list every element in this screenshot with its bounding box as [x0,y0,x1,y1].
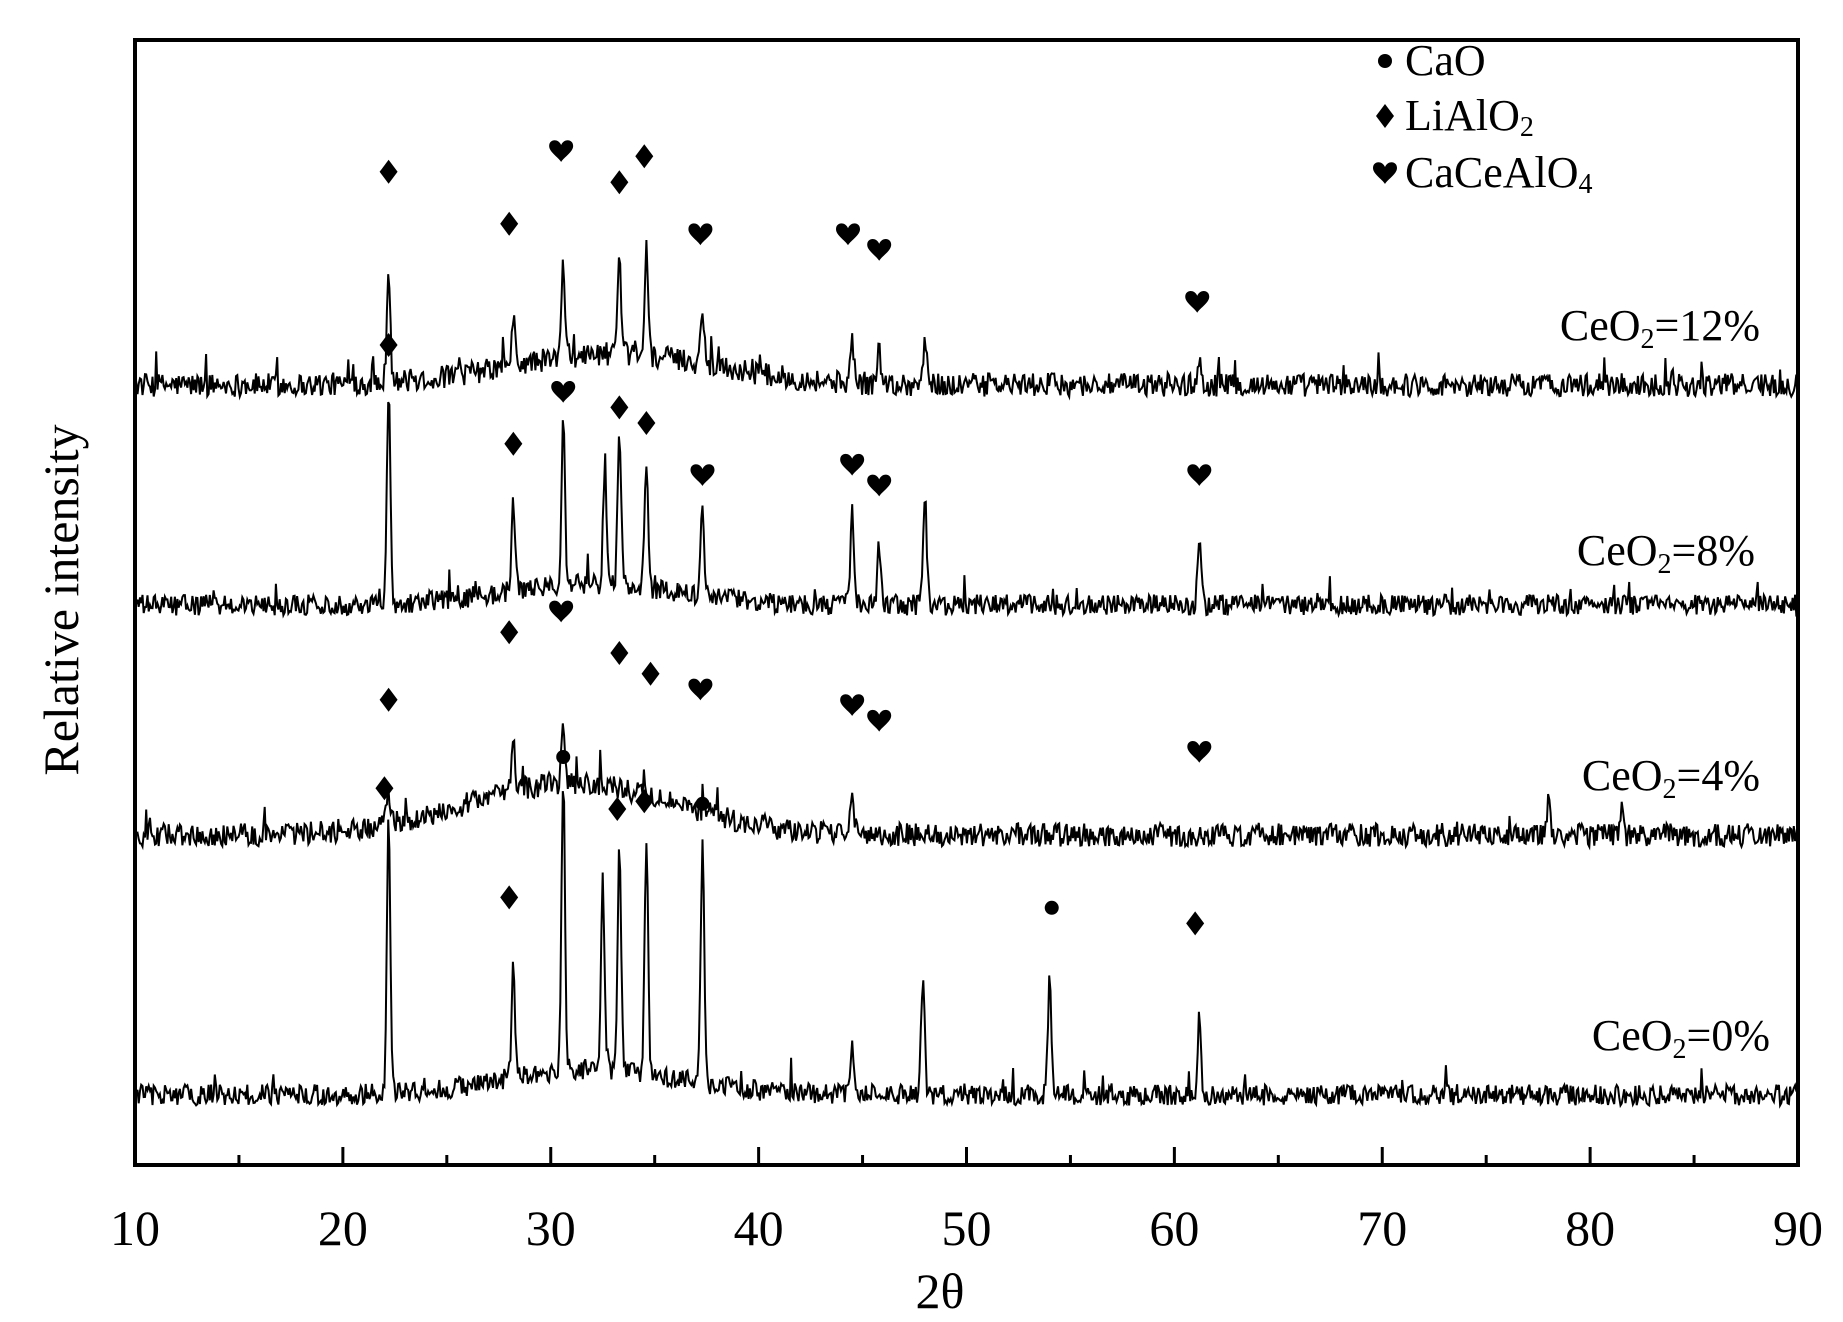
x-tick-label-90: 90 [1773,1200,1823,1256]
peak-marker-circle-4-7 [1044,900,1059,915]
peak-marker-heart-3-6 [688,678,713,701]
y-axis-title: Relative intensity [33,424,89,775]
peak-marker-heart-2-6 [690,464,715,486]
peak-marker-circle-4-6 [695,796,710,811]
series-labels: CeO2=12% CeO2=8% CeO2=4% CeO2=0% [1560,301,1770,1065]
peak-marker-heart-1-8 [867,239,892,261]
peak-marker-heart-3-8 [867,709,892,732]
series-line-4 [134,790,1799,1109]
series-line-1 [134,239,1799,401]
peak-marker-diamond-4-5 [635,789,654,814]
x-tick-label-50: 50 [942,1200,992,1256]
peak-marker-diamond-2-1 [379,333,398,357]
x-tick-label-80: 80 [1565,1200,1615,1256]
peak-marker-heart-3-7 [840,694,865,716]
series-label-4: CeO2=0% [1592,1011,1770,1065]
peak-marker-diamond-3-2 [500,620,519,645]
peak-marker-circle-4-3 [556,750,571,764]
peak-marker-diamond-3-5 [641,661,660,686]
peak-marker-diamond-4-8 [1186,911,1205,936]
x-tick-label-20: 20 [318,1200,368,1256]
peak-marker-diamond-1-1 [379,159,398,184]
peak-marker-diamond-3-4 [610,641,629,665]
legend-label-2: LiAlO2 [1405,91,1534,143]
series-line-3 [134,723,1799,851]
x-tick-label-40: 40 [734,1200,784,1256]
peak-marker-heart-3-3 [549,600,574,623]
series-label-2: CeO2=8% [1577,526,1755,580]
peak-marker-diamond-1-2 [500,211,519,236]
legend-label-3: CaCeAlO4 [1405,148,1593,200]
series-label-1: CeO2=12% [1560,301,1760,355]
peak-marker-diamond-4-2 [500,885,519,910]
legend-label-1: CaO [1405,36,1486,85]
series-label-3: CeO2=4% [1582,751,1760,805]
series-traces [134,239,1799,1109]
x-axis-title: 2θ [916,1263,965,1319]
peak-markers [375,140,1212,936]
x-tick-label-10: 10 [110,1200,160,1256]
peak-marker-heart-1-6 [688,223,713,246]
series-line-2 [134,401,1799,619]
peak-marker-heart-1-7 [836,223,861,246]
peak-marker-heart-1-3 [549,140,574,162]
legend-marker-circle [1378,54,1392,68]
legend-marker-diamond [1376,104,1394,128]
peak-marker-diamond-2-2 [504,431,523,456]
peak-marker-heart-2-9 [1187,464,1212,486]
x-tick-label-70: 70 [1357,1200,1407,1256]
peak-marker-heart-2-7 [840,453,865,476]
peak-marker-diamond-4-1 [375,776,394,801]
peak-marker-heart-2-3 [551,381,576,403]
peak-marker-diamond-4-4 [608,797,627,821]
legend-marker-heart [1373,162,1397,184]
peak-marker-heart-2-8 [867,474,892,497]
peak-marker-diamond-1-4 [610,170,629,195]
peak-marker-diamond-3-1 [379,687,398,712]
peak-marker-heart-1-9 [1185,291,1210,313]
peak-marker-diamond-2-5 [637,411,656,435]
x-axis-ticks: 10 20 30 40 50 60 70 80 90 [110,1147,1823,1256]
x-tick-label-30: 30 [526,1200,576,1256]
x-tick-label-60: 60 [1149,1200,1199,1256]
peak-marker-diamond-1-5 [635,144,654,169]
peak-marker-heart-3-9 [1187,741,1212,763]
peak-marker-diamond-2-4 [610,395,629,420]
